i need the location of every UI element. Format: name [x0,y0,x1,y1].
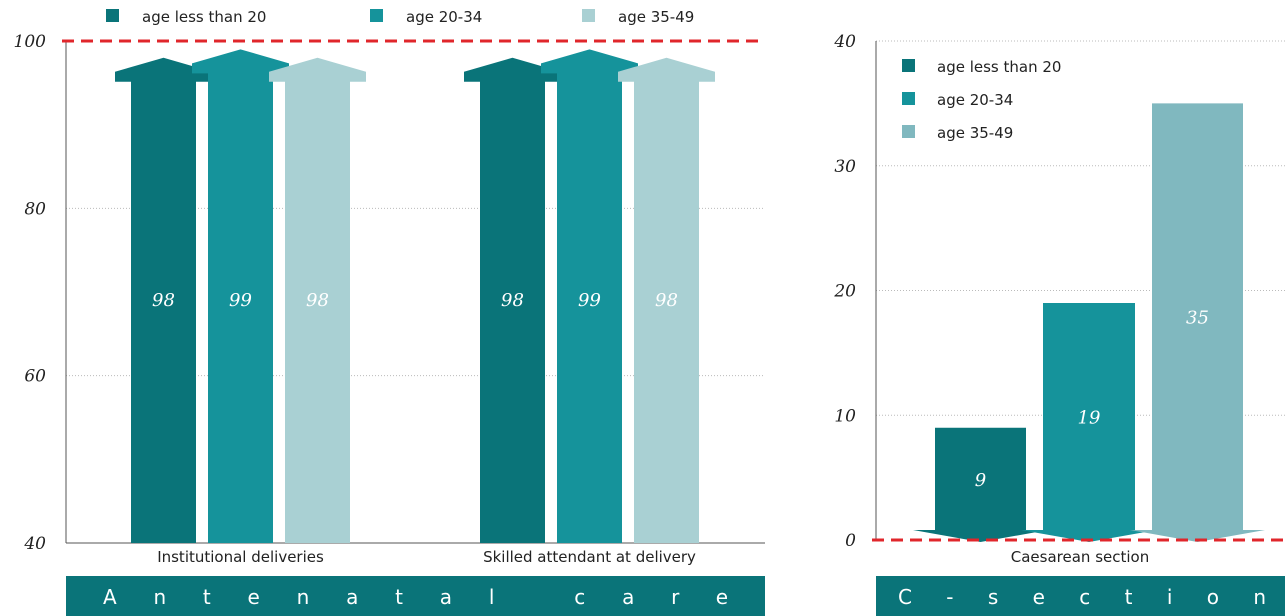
data-label: 35 [1186,308,1209,329]
legend-label: age less than 20 [937,58,1061,76]
y-tick-label: 0 [845,531,856,551]
legend-swatch [902,125,915,138]
arrow-bar [618,57,715,543]
y-tick-label: 80 [24,199,46,219]
data-label: 99 [578,290,601,311]
arrow-bar [464,57,561,543]
banner-label: C-section [898,585,1266,609]
legend-label: age 20-34 [937,91,1013,109]
legend-swatch [902,59,915,72]
legend-label: age 35-49 [937,124,1013,142]
legend-label: age 20-34 [406,8,482,26]
y-tick-label: 40 [833,32,856,52]
legend-swatch [370,9,383,22]
legend-swatch [902,92,915,105]
category-label: Skilled attendant at delivery [483,548,696,566]
arrow-bar [269,57,366,543]
y-tick-label: 60 [24,367,46,387]
y-tick-label: 100 [14,32,47,52]
arrow-bar [115,57,212,543]
arrow-bar [541,49,638,543]
category-label: Institutional deliveries [157,548,324,566]
banner-antenatal-care [66,576,765,616]
legend-label: age 35-49 [618,8,694,26]
y-tick-label: 30 [834,157,856,177]
arrow-bar [192,49,289,543]
bar [913,427,1048,542]
y-tick-label: 40 [23,534,46,554]
bar [1021,302,1157,542]
category-label: Caesarean section [1011,548,1149,566]
legend-swatch [582,9,595,22]
data-label: 98 [501,290,524,311]
data-label: 98 [152,290,175,311]
legend-label: age less than 20 [142,8,266,26]
data-label: 19 [1078,407,1101,428]
data-label: 99 [229,290,252,311]
y-tick-label: 20 [833,282,856,302]
legend-swatch [106,9,119,22]
y-tick-label: 10 [834,406,856,426]
data-label: 98 [655,290,678,311]
data-label: 98 [306,290,329,311]
bar [1130,103,1265,542]
data-label: 9 [975,470,986,491]
banner-c-section [876,576,1285,616]
